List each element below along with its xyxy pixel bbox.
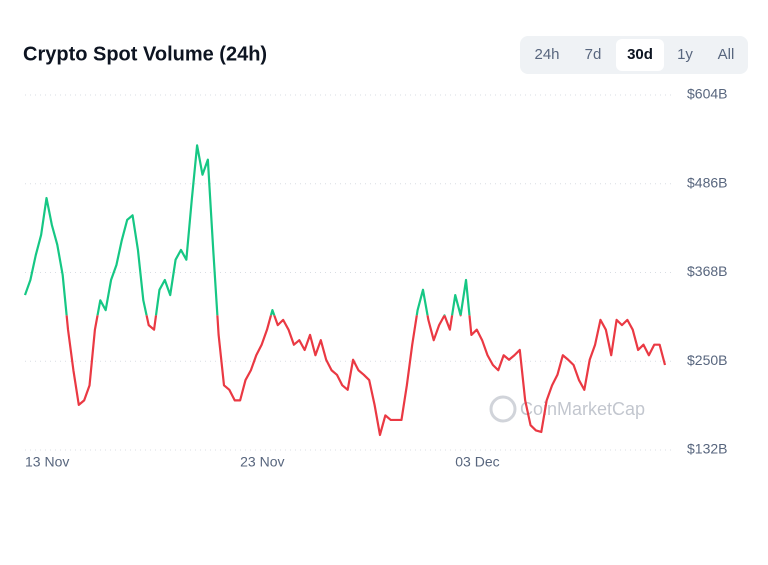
range-button[interactable]: 1y	[677, 46, 693, 63]
range-button[interactable]: 24h	[534, 46, 559, 63]
range-button[interactable]: All	[718, 46, 735, 63]
y-tick-label: $604B	[687, 86, 727, 102]
range-button-active[interactable]	[616, 39, 664, 71]
y-tick-label: $486B	[687, 174, 727, 190]
range-button[interactable]: 7d	[585, 46, 602, 63]
y-tick-label: $368B	[687, 263, 727, 279]
range-button[interactable]: 30d	[627, 46, 653, 63]
y-tick-label: $250B	[687, 352, 727, 368]
x-tick-label: 03 Dec	[455, 454, 499, 470]
watermark-logo	[489, 395, 517, 423]
watermark	[489, 395, 517, 423]
y-tick-label: $132B	[687, 441, 727, 457]
x-tick-label: 23 Nov	[240, 454, 284, 470]
x-tick-label: 13 Nov	[25, 454, 69, 470]
watermark-text: CoinMarketCap	[520, 399, 645, 419]
chart-title: Crypto Spot Volume (24h)	[23, 43, 267, 65]
line-above	[23, 144, 471, 316]
line-below	[65, 315, 667, 437]
